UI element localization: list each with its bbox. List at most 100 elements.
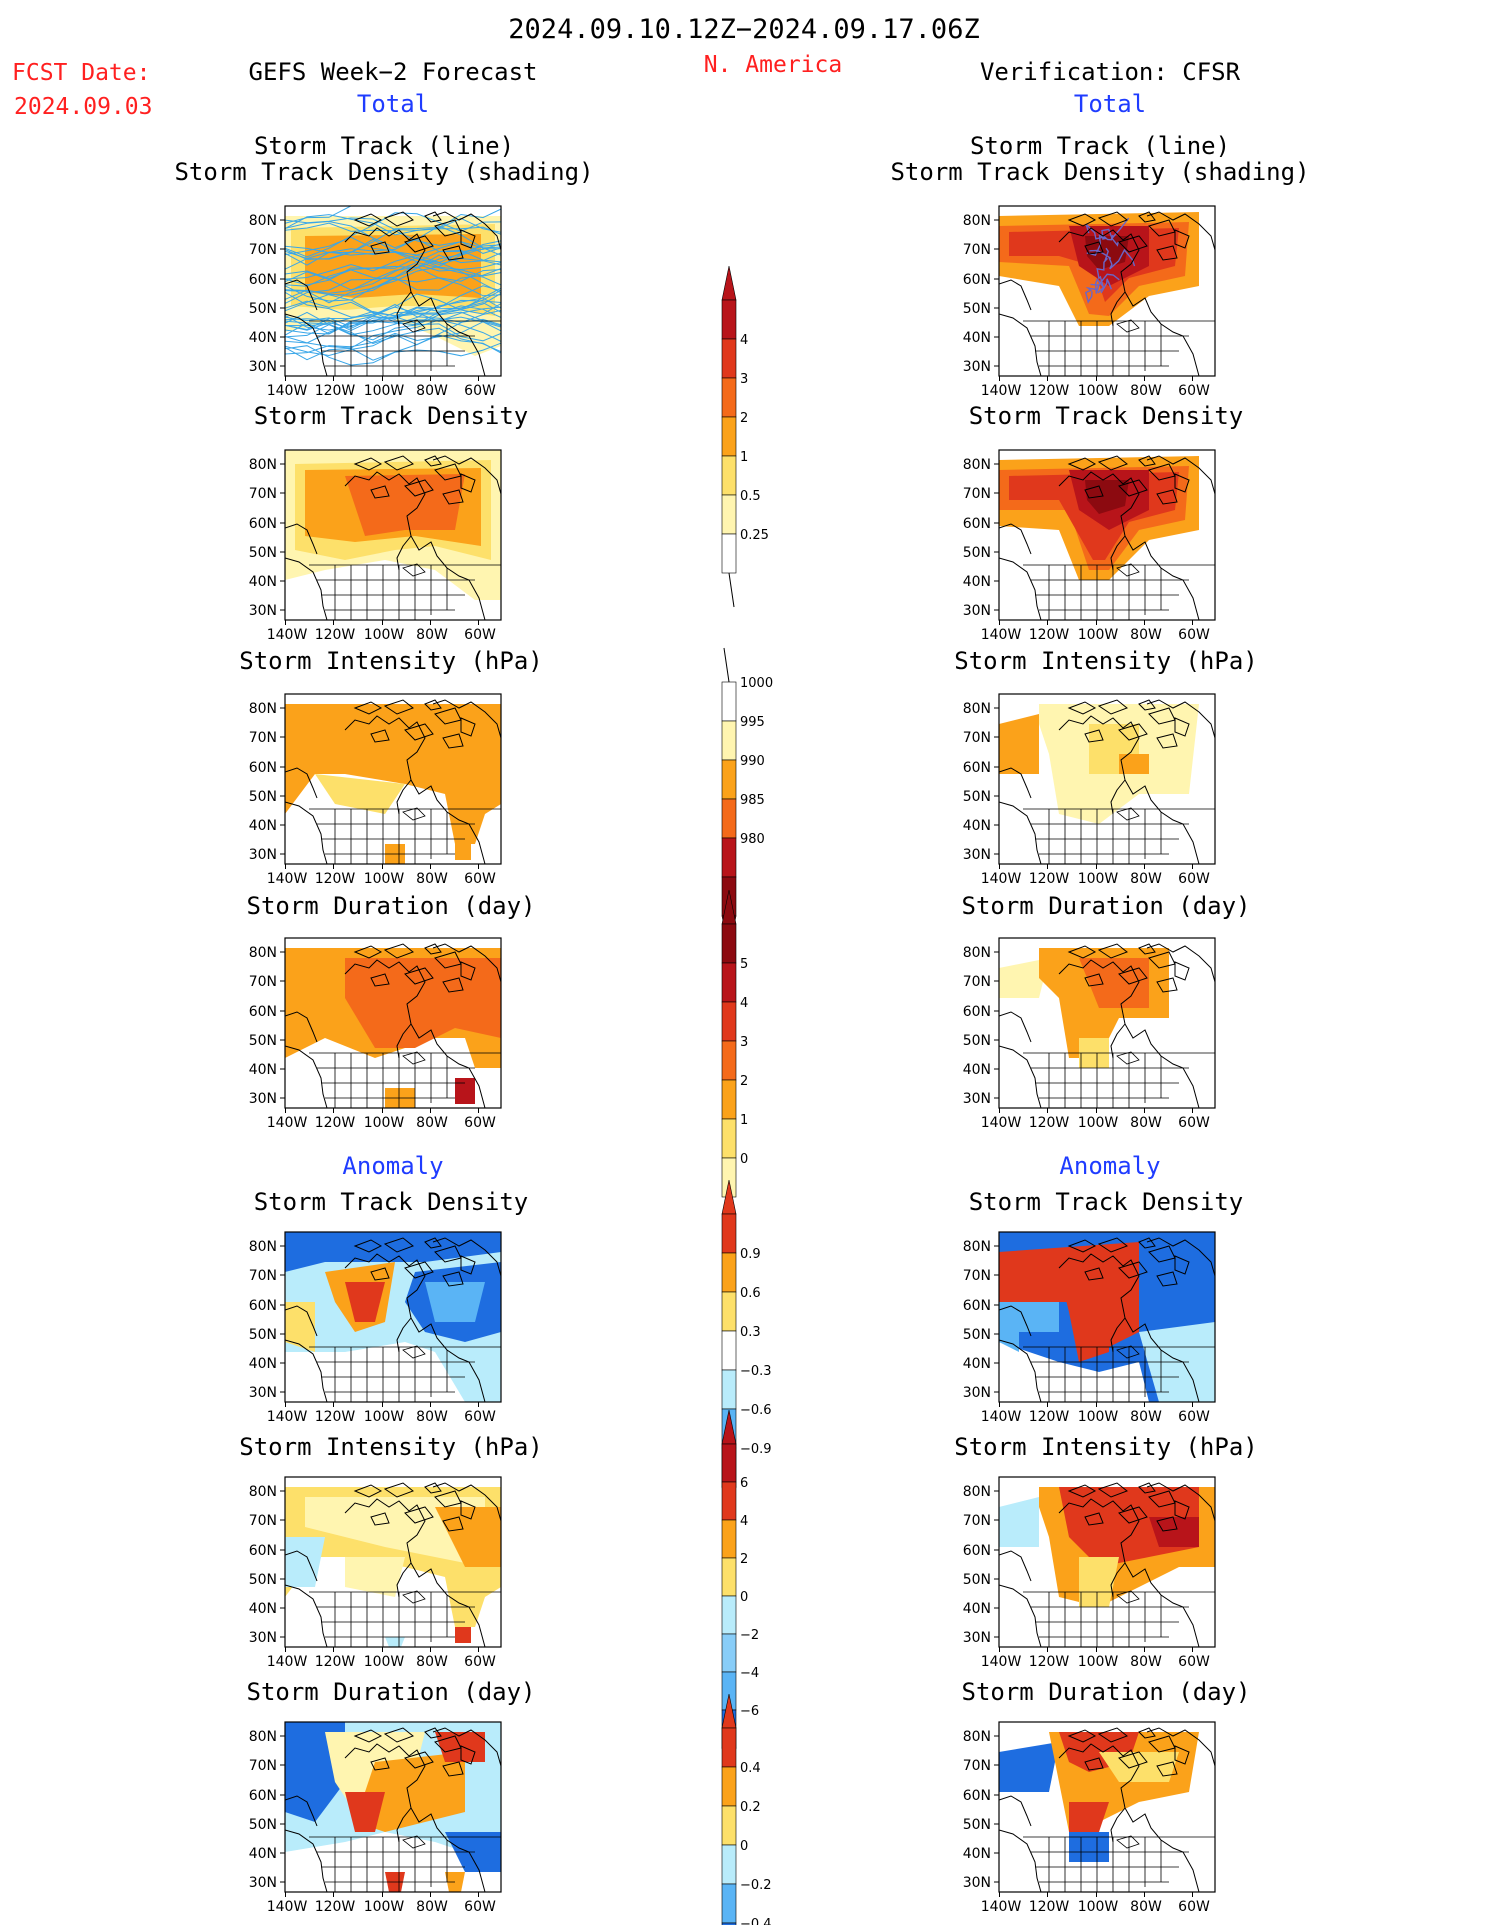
panel-title-intensity-anom-left: Storm Intensity (hPa) — [239, 1433, 542, 1461]
arctic-island — [1138, 211, 1156, 223]
arctic-island — [370, 1267, 390, 1281]
lat-tick-label: 70N — [963, 242, 991, 258]
great-lakes — [1116, 319, 1140, 333]
lat-tick-label: 80N — [963, 213, 991, 229]
storm-track-line — [285, 302, 501, 335]
shaded-region — [1085, 480, 1129, 514]
lat-tick-label: 30N — [963, 1091, 991, 1107]
storm-track-line — [285, 316, 501, 349]
great-lakes — [402, 1835, 426, 1849]
lat-tick-label: 70N — [963, 1513, 991, 1529]
lat-tick-label: 30N — [249, 359, 277, 375]
lat-tick-label: 50N — [963, 789, 991, 805]
coastline — [999, 699, 1215, 864]
storm-track-line — [1085, 217, 1130, 241]
right-section-total: Total — [1074, 90, 1146, 118]
lat-tick-label: 30N — [249, 847, 277, 863]
lon-tick-label: 100W — [1078, 1899, 1119, 1915]
lat-tick-label: 80N — [963, 1729, 991, 1745]
lon-tick-label: 120W — [1029, 1654, 1070, 1670]
map-panel-intensity-anomaly-right: 80N 70N 60N 50N 40N 30N 140W 120W 100W 80W 60W — [963, 1476, 1216, 1670]
lat-tick-label: 50N — [249, 1817, 277, 1833]
arctic-island — [424, 455, 442, 467]
arctic-island — [1156, 1271, 1178, 1287]
state-borders — [1023, 1346, 1215, 1402]
colorbar-label: 1 — [740, 450, 748, 465]
right-anomaly-header: Anomaly — [1059, 1152, 1160, 1180]
lat-tick-label: 40N — [963, 1601, 991, 1617]
lon-tick-label: 120W — [315, 1654, 356, 1670]
coastline — [285, 211, 501, 376]
lat-tick-label: 60N — [963, 760, 991, 776]
lon-tick-label: 60W — [464, 1115, 496, 1131]
arctic-island — [404, 723, 434, 741]
map-panel-density-anomaly-left: 80N 70N 60N 50N 40N 30N 140W 120W 100W 80W 60W — [249, 1231, 502, 1425]
arctic-island — [460, 961, 476, 981]
colorbar-label: 0.5 — [740, 489, 761, 504]
state-borders — [1023, 1591, 1215, 1647]
lon-tick-label: 100W — [1078, 1409, 1119, 1425]
lat-tick-label: 30N — [963, 603, 991, 619]
arctic-island — [424, 1237, 442, 1249]
colorbar-segment — [721, 1118, 737, 1159]
map-frame — [284, 1721, 502, 1893]
shaded-region — [345, 958, 501, 1048]
lon-tick-label: 80W — [416, 1409, 448, 1425]
lon-tick-label: 60W — [1178, 383, 1210, 399]
storm-track-line — [285, 206, 354, 224]
arctic-island — [404, 1751, 434, 1769]
state-borders — [309, 564, 501, 620]
colorbar-end — [721, 265, 737, 301]
state-borders — [1023, 320, 1215, 376]
lon-tick-label: 80W — [1130, 627, 1162, 643]
colorbar-segment — [721, 1213, 737, 1254]
left-anomaly-header: Anomaly — [342, 1152, 443, 1180]
arctic-island — [1138, 1727, 1156, 1739]
lat-tick-label: 60N — [963, 516, 991, 532]
colorbar-segment — [721, 1766, 737, 1807]
arctic-island — [1084, 1267, 1104, 1281]
map-frame — [284, 1476, 502, 1648]
lat-tick-label: 50N — [249, 1033, 277, 1049]
lon-tick-label: 80W — [416, 871, 448, 887]
colorbar-segment — [721, 923, 737, 964]
arctic-island — [1156, 245, 1178, 261]
arctic-island — [404, 1261, 434, 1279]
arctic-island — [424, 1482, 442, 1494]
great-lakes — [1116, 1345, 1140, 1359]
lon-tick-label: 60W — [464, 627, 496, 643]
map-frame — [998, 1476, 1216, 1648]
lon-tick-label: 100W — [364, 1115, 405, 1131]
lon-tick-label: 80W — [416, 627, 448, 643]
map-frame — [284, 937, 502, 1109]
lon-tick-label: 140W — [981, 1115, 1022, 1131]
lon-tick-label: 60W — [1178, 627, 1210, 643]
state-borders — [309, 808, 501, 864]
colorbar-duration: 5 4 3 2 1 0 — [721, 889, 748, 1232]
lat-tick-label: 50N — [249, 545, 277, 561]
lon-tick-label: 140W — [981, 383, 1022, 399]
colorbar-segment — [721, 1727, 737, 1768]
lon-tick-label: 120W — [315, 383, 356, 399]
shaded-region — [1069, 1832, 1109, 1862]
arctic-island — [353, 945, 383, 959]
map-frame — [998, 205, 1216, 377]
arctic-island — [353, 1239, 383, 1253]
storm-track-line — [285, 256, 501, 287]
lon-tick-label: 80W — [1130, 1409, 1162, 1425]
colorbar-segment — [721, 1252, 737, 1293]
arctic-island — [1067, 213, 1097, 227]
lat-tick-label: 70N — [249, 974, 277, 990]
state-borders — [309, 1346, 501, 1402]
panel-title-track-line-left: Storm Track (line) — [254, 132, 514, 160]
arctic-island — [424, 211, 442, 223]
arctic-island — [1118, 1751, 1148, 1769]
lat-tick-label: 70N — [963, 486, 991, 502]
lat-tick-label: 60N — [249, 1543, 277, 1559]
lat-tick-label: 50N — [963, 301, 991, 317]
lon-tick-label: 80W — [416, 1899, 448, 1915]
lat-tick-label: 30N — [249, 603, 277, 619]
colorbar-label: 6 — [740, 1476, 748, 1491]
lon-tick-label: 140W — [981, 871, 1022, 887]
lat-tick-label: 50N — [249, 301, 277, 317]
